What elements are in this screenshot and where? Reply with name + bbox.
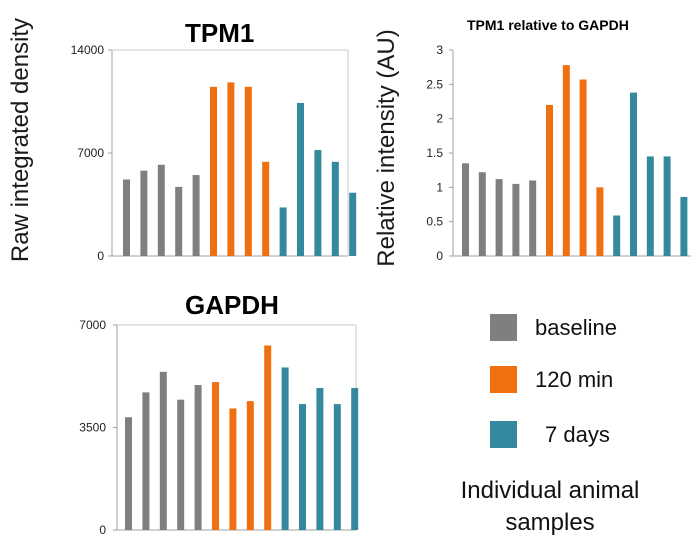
legend-swatch-baseline — [490, 314, 517, 341]
gapdh-title: GAPDH — [185, 290, 279, 320]
tpm1-relative-title: TPM1 relative to GAPDH — [467, 17, 629, 33]
relative-bar-baseline-2 — [478, 172, 486, 256]
tpm1-bar-120min-4 — [262, 161, 270, 256]
gapdh-bar-120min-1 — [212, 382, 219, 530]
gapdh-ytick-label: 3500 — [79, 421, 106, 435]
gapdh-bar-7days-2 — [299, 404, 306, 530]
tpm1-bar-120min-3 — [244, 86, 252, 257]
tpm1-bar-7days-1 — [279, 207, 287, 256]
gapdh-bar-baseline-5 — [194, 385, 202, 530]
relative-bar-baseline-1 — [462, 163, 469, 256]
gapdh-bar-baseline-3 — [159, 371, 167, 530]
tpm1-bar-baseline-2 — [140, 170, 148, 256]
relative-bar-7days-3 — [646, 156, 654, 256]
gapdh-bar-baseline-2 — [142, 392, 150, 530]
relative-ytick-label: 1.5 — [426, 146, 443, 160]
relative-plot: 0 0.5 1 1.5 2 2.5 3 — [426, 43, 691, 263]
gapdh-ytick-label: 7000 — [79, 318, 106, 332]
legend-label-120min: 120 min — [535, 366, 614, 392]
gapdh-bar-7days-4 — [333, 404, 341, 530]
caption-line-2: samples — [505, 509, 595, 536]
tpm1-ytick-label: 0 — [97, 249, 104, 263]
gapdh-bar-120min-2 — [229, 408, 237, 530]
tpm1-bar-baseline-4 — [175, 186, 183, 256]
gapdh-bar-baseline-1 — [125, 417, 132, 530]
relative-ytick-label: 1 — [436, 180, 443, 194]
tpm1-bar-7days-5 — [349, 192, 357, 256]
tpm1-bar-120min-1 — [210, 86, 217, 257]
legend-label-baseline: baseline — [535, 314, 617, 340]
gapdh-bar-120min-3 — [246, 401, 254, 530]
gapdh-bar-7days-3 — [316, 387, 324, 530]
relative-bar-baseline-3 — [495, 179, 503, 256]
samples-caption: Individual animal samples — [440, 475, 660, 539]
tpm1-bar-baseline-1 — [123, 179, 130, 256]
relative-bar-baseline-5 — [529, 180, 537, 256]
relative-bar-baseline-4 — [512, 183, 520, 256]
gapdh-bar-baseline-4 — [177, 399, 185, 530]
relative-bar-120min-2 — [562, 65, 570, 257]
relative-ytick-label: 3 — [436, 43, 443, 57]
legend-120min: 120 min — [490, 366, 613, 393]
relative-ytick-label: 0 — [436, 249, 443, 263]
tpm1-title: TPM1 — [185, 18, 255, 48]
gapdh-bar-7days-1 — [281, 367, 289, 530]
relative-ytick-label: 2 — [436, 112, 443, 126]
tpm1-ytick-label: 14000 — [71, 43, 105, 57]
relative-bar-7days-2 — [630, 92, 637, 256]
legend-label-7days: 7 days — [545, 421, 610, 447]
relative-bar-7days-1 — [613, 215, 621, 256]
caption-line-1: Individual animal — [460, 477, 640, 504]
gapdh-ytick-label: 0 — [99, 523, 106, 537]
relative-bar-7days-4 — [663, 156, 671, 256]
relative-bar-120min-1 — [546, 104, 553, 256]
gapdh-bar-7days-5 — [351, 387, 359, 530]
tpm1-bar-7days-3 — [314, 150, 322, 256]
tpm1-bar-7days-2 — [297, 102, 304, 256]
legend-swatch-7days — [490, 421, 517, 448]
relative-ytick-label: 2.5 — [426, 77, 443, 91]
relative-ytick-label: 0.5 — [426, 215, 443, 229]
legend-swatch-120min — [490, 366, 517, 393]
relative-bar-7days-5 — [680, 196, 688, 256]
tpm1-bar-baseline-5 — [192, 175, 200, 256]
gapdh-bar-120min-4 — [264, 345, 272, 530]
tpm1-plot: 0 7000 14000 — [71, 43, 357, 263]
tpm1-bar-7days-4 — [331, 161, 339, 256]
tpm1-bar-baseline-3 — [157, 164, 165, 256]
tpm1-bar-120min-2 — [227, 82, 235, 256]
gapdh-plot: 0 3500 7000 — [79, 318, 359, 537]
relative-bar-120min-3 — [579, 79, 587, 256]
legend-baseline: baseline — [490, 314, 617, 341]
legend-7days: 7 days — [490, 421, 610, 448]
tpm1-ytick-label: 7000 — [77, 146, 104, 160]
relative-bar-120min-4 — [596, 187, 604, 256]
